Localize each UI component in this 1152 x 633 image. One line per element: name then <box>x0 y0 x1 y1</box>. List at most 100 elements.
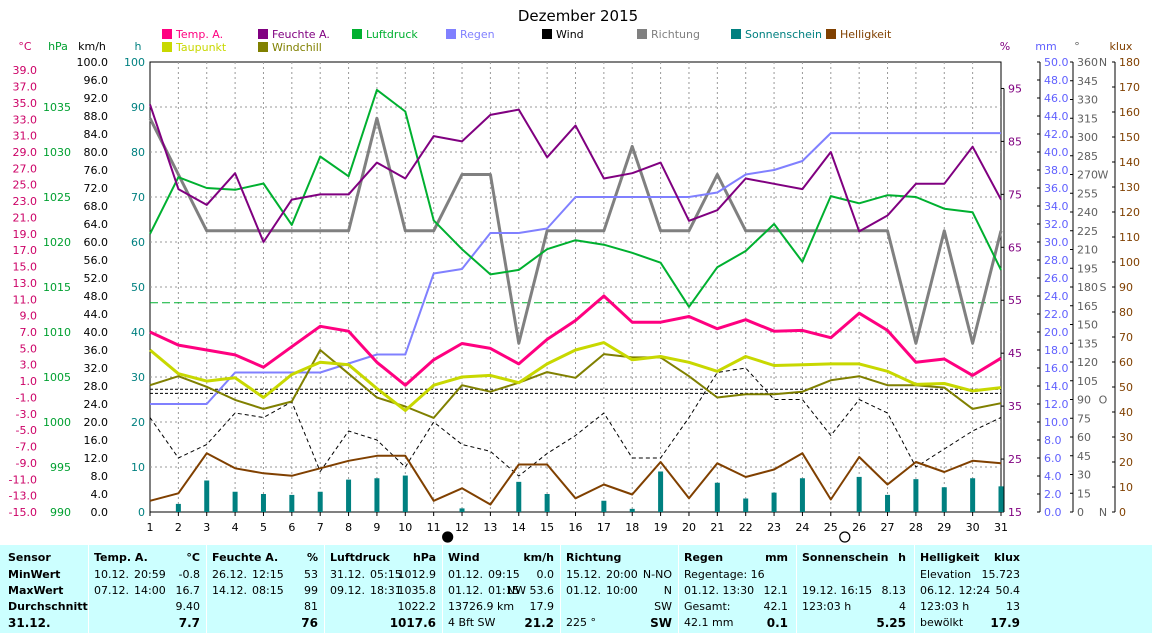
y-tick-label: 150 <box>1119 131 1140 144</box>
y-tick-label: 3.0 <box>20 359 38 372</box>
stat-row: 1017.6 <box>326 616 442 630</box>
compass-label: W <box>1098 169 1109 182</box>
column-separator <box>88 545 89 633</box>
y-tick-label: 6.0 <box>1044 452 1062 465</box>
y-tick-label: 165 <box>1077 300 1098 313</box>
series-line-feuchte-a <box>149 104 1002 243</box>
axis-unit-label: hPa <box>48 40 68 53</box>
y-tick-label: 84.0 <box>84 128 109 141</box>
y-tick-label: 170 <box>1119 81 1140 94</box>
stat-cell: 0.1 <box>766 616 788 630</box>
y-tick-label: 35.0 <box>13 97 38 110</box>
stat-row: 10.12. 20:59 -0.8 <box>90 568 206 582</box>
compass-label: O <box>1099 394 1108 407</box>
stat-cell: 14.12. <box>212 584 247 597</box>
stat-cell: 01.12. <box>448 568 483 581</box>
stat-cell: Sensor <box>8 551 51 564</box>
y-tick-label: 75 <box>1077 412 1091 425</box>
y-tick-label: 24.0 <box>1044 290 1069 303</box>
stat-row: 42.1 mm 0.1 <box>680 616 796 630</box>
y-tick-label: 1.0 <box>20 375 38 388</box>
y-tick-label: 180 <box>1077 281 1098 294</box>
y-tick-label: 85 <box>1008 135 1022 148</box>
x-tick-label: 18 <box>625 521 639 534</box>
stat-cell: 1035.8 <box>397 584 437 597</box>
stat-row: Regen mm <box>680 551 796 565</box>
stat-row: Sonnenschein h <box>798 551 914 565</box>
y-tick-label: 38.0 <box>1044 164 1069 177</box>
stat-cell: 81 <box>304 600 318 613</box>
y-tick-label: 28.0 <box>1044 254 1069 267</box>
legend-label: Luftdruck <box>366 28 418 41</box>
y-tick-label: 45 <box>1077 450 1091 463</box>
y-tick-label: 60 <box>131 236 145 249</box>
stat-cell: 15.723 <box>981 568 1021 581</box>
y-tick-label: 4.0 <box>1044 470 1062 483</box>
y-tick-label: 22.0 <box>1044 308 1069 321</box>
compass-label: N <box>1099 56 1107 69</box>
stat-cell: 17.9 <box>529 600 555 613</box>
legend-swatch <box>731 29 741 39</box>
y-tick-label: 35 <box>1008 400 1022 413</box>
stat-row: 1022.2 <box>326 600 442 614</box>
legend-label: Wind <box>556 28 584 41</box>
y-tick-label: 285 <box>1077 150 1098 163</box>
column-separator <box>560 545 561 633</box>
stat-cell: 123:03 h <box>920 600 970 613</box>
y-tick-label: 92.0 <box>84 92 109 105</box>
y-tick-label: 160 <box>1119 106 1140 119</box>
x-tick-label: 20 <box>682 521 696 534</box>
y-tick-label: 31.0 <box>13 130 38 143</box>
column-regen: Regen mm Regentage: 16 01.12. 13:30 12.1 Gesa… <box>680 545 796 633</box>
legend-label: Regen <box>460 28 495 41</box>
y-tick-label: 50 <box>1119 381 1133 394</box>
stat-cell: 1012.9 <box>397 568 437 581</box>
y-tick-label: 30.0 <box>1044 236 1069 249</box>
column-separator <box>678 545 679 633</box>
stat-row: 76 <box>208 616 324 630</box>
column-separator <box>324 545 325 633</box>
series-line-luftdruck <box>149 88 1002 308</box>
sunshine-bar <box>544 494 550 512</box>
sunshine-bar <box>941 487 947 512</box>
y-tick-label: 27.0 <box>13 162 38 175</box>
y-tick-label: 40.0 <box>84 326 109 339</box>
stat-cell: 7.7 <box>178 616 200 630</box>
legend-label: Windchill <box>272 41 322 54</box>
column-separator <box>206 545 207 633</box>
stat-cell: 31.12. <box>330 568 365 581</box>
stat-cell: -0.8 <box>178 568 200 581</box>
axis-unit-label: km/h <box>78 40 106 53</box>
y-tick-label: 5.0 <box>20 342 38 355</box>
stat-row: Regentage: 16 <box>680 568 796 582</box>
chart-title: Dezember 2015 <box>518 7 638 25</box>
y-tick-label: 240 <box>1077 206 1098 219</box>
stat-cell: 123:03 h <box>802 600 852 613</box>
stat-cell: 15.12. <box>566 568 601 581</box>
x-tick-label: 16 <box>569 521 583 534</box>
x-tick-label: 4 <box>232 521 239 534</box>
y-tick-label: 48.0 <box>84 290 109 303</box>
legend-swatch <box>352 29 362 39</box>
y-tick-label: 0 <box>138 506 145 519</box>
legend-swatch <box>826 29 836 39</box>
y-tick-label: 4.0 <box>91 488 109 501</box>
stat-row: Richtung <box>562 551 678 565</box>
stat-row: SW <box>562 600 678 614</box>
y-tick-label: 11.0 <box>13 293 38 306</box>
stat-cell: 01.12. <box>566 584 601 597</box>
stat-cell: NW 53.6 <box>506 584 554 597</box>
stat-cell: 17.9 <box>990 616 1020 630</box>
y-tick-label: -7.0 <box>16 441 37 454</box>
series-line-helligkeit <box>149 452 1002 506</box>
sunshine-bar <box>998 486 1004 512</box>
y-tick-label: 60 <box>1077 431 1091 444</box>
stat-cell: Feuchte A. <box>212 551 279 564</box>
stat-row: MinWert <box>0 568 88 582</box>
sunshine-bar <box>459 508 465 512</box>
stat-row: 7.7 <box>90 616 206 630</box>
y-tick-label: 100 <box>124 56 145 69</box>
x-tick-label: 15 <box>540 521 554 534</box>
y-tick-label: 64.0 <box>84 218 109 231</box>
column-sensor: Sensor MinWert MaxWert Durchschnitt 31.12. <box>0 545 88 633</box>
